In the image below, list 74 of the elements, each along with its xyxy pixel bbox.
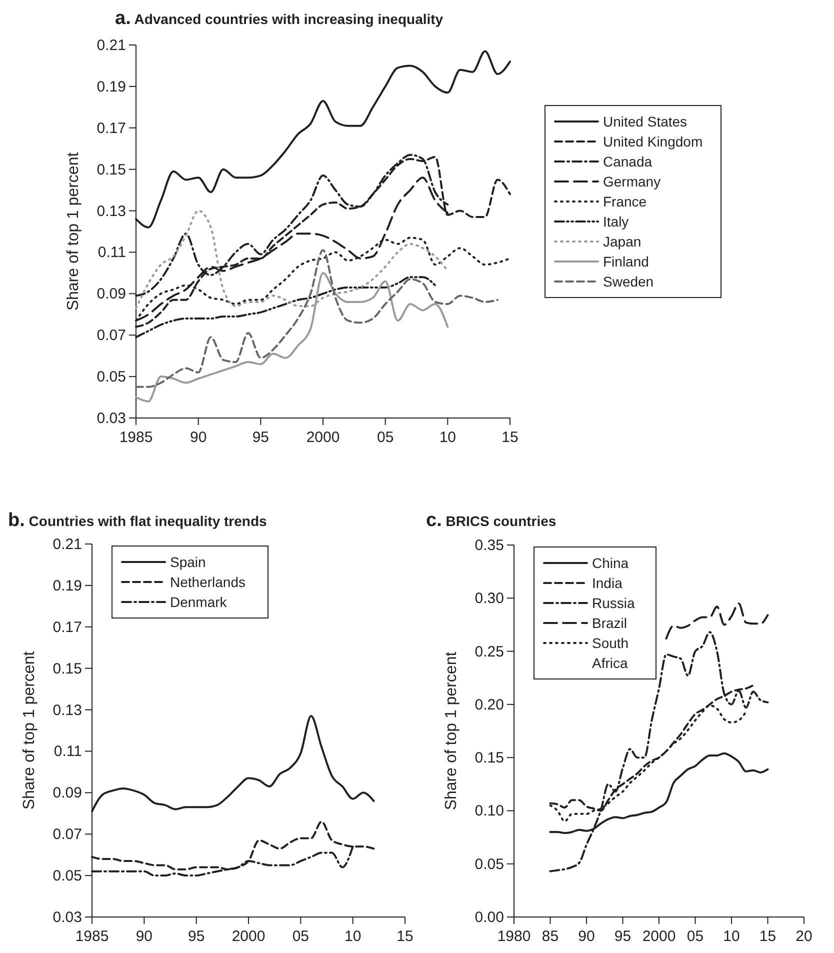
y-tick-label: 0.09 [52,784,82,802]
y-tick-label: 0.09 [96,286,126,303]
x-tick-label: 95 [614,928,632,945]
x-tick-label: 15 [396,928,414,945]
x-tick-label: 85 [542,928,559,945]
legend-label: India [592,575,623,591]
y-tick-label: 0.19 [96,78,126,96]
x-tick-label: 20 [796,928,812,945]
legend-label: United Kingdom [603,134,703,150]
y-tick-label: 0.13 [52,702,82,719]
y-tick-label: 0.05 [52,868,82,885]
y-tick-label: 0.21 [96,37,126,54]
x-tick-label: 15 [759,928,776,945]
y-tick-label: 0.10 [474,802,504,820]
x-tick-label: 1985 [119,429,153,446]
y-tick-label: 0.11 [54,743,82,760]
y-axis-title: Share of top 1 percent [443,651,460,810]
y-tick-label: 0.05 [96,368,126,386]
x-tick-label: 90 [190,429,207,446]
legend-label: Spain [170,554,206,570]
y-tick-label: 0.15 [474,750,504,767]
y-tick-label: 0.03 [96,410,126,427]
x-tick-label: 1980 [497,928,531,945]
y-tick-label: 0.07 [52,826,82,844]
y-tick-label: 0.21 [52,536,82,553]
legend-label: Denmark [170,594,228,610]
x-tick-label: 05 [292,928,310,945]
y-tick-label: 0.25 [474,643,504,660]
chart-title: b. Countries with flat inequality trends [8,510,268,531]
x-tick-label: 2000 [232,928,266,945]
legend-label: Finland [603,254,649,270]
y-tick-label: 0.15 [52,660,82,678]
y-tick-label: 0.17 [52,618,82,636]
x-tick-label: 95 [188,928,205,945]
x-tick-label: 10 [344,928,362,945]
legend-label: Brazil [592,615,628,631]
legend-label: China [592,555,629,571]
x-tick-label: 05 [686,928,704,945]
x-tick-label: 2000 [642,928,676,945]
legend-label: South Africa [592,635,629,671]
y-tick-label: 0.17 [96,120,126,137]
legend-label: Italy [603,214,629,230]
legend-label: Canada [603,154,652,170]
y-axis-title: Share of top 1 percent [65,152,82,311]
y-tick-label: 0.20 [474,696,504,714]
y-tick-label: 0.19 [52,577,82,594]
y-tick-label: 0.15 [96,161,126,178]
x-tick-label: 10 [439,429,456,446]
chart-title: c. BRICS countries [426,510,556,531]
legend-label: Russia [592,595,636,611]
legend-label: Germany [603,174,661,190]
x-tick-label: 15 [502,429,518,446]
x-tick-label: 95 [252,429,270,446]
y-tick-label: 0.30 [474,590,504,608]
y-tick-label: 0.00 [474,909,504,926]
legend-label: Japan [603,234,642,250]
legend-label: Netherlands [170,574,246,590]
legend-label: France [603,194,647,210]
legend-label: United States [603,114,688,130]
x-tick-label: 90 [578,928,595,945]
x-tick-label: 2000 [306,429,340,446]
y-tick-label: 0.35 [474,537,504,554]
y-tick-label: 0.13 [96,202,126,220]
x-tick-label: 1985 [75,928,109,945]
y-axis-title: Share of top 1 percent [21,650,38,810]
y-tick-label: 0.03 [52,909,82,926]
y-tick-label: 0.11 [98,244,126,262]
legend-label: Sweden [603,274,654,290]
x-tick-label: 05 [376,429,394,446]
y-tick-label: 0.07 [96,327,126,344]
y-tick-label: 0.05 [474,856,504,873]
x-tick-label: 90 [136,928,153,945]
chart-title: a. Advanced countries with increasing inequality [115,8,444,29]
x-tick-label: 10 [723,928,740,945]
